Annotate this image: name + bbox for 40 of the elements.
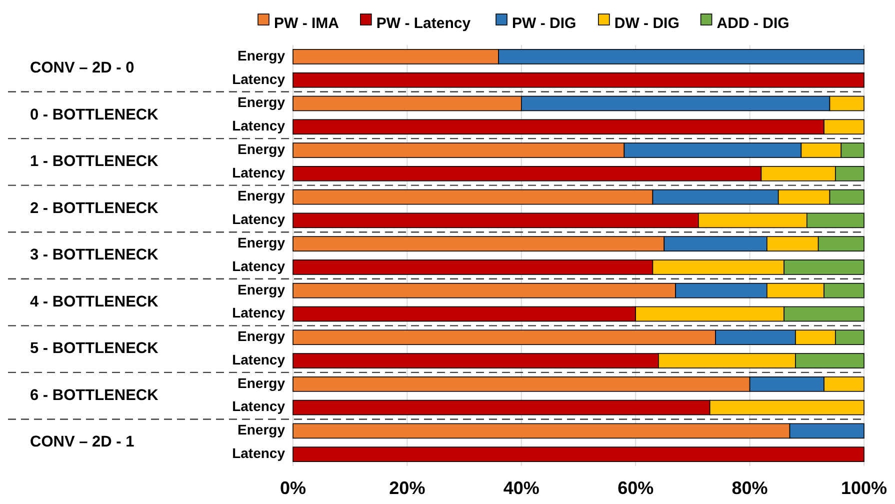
y-tick-label: Energy <box>238 94 286 110</box>
text: CONV – 2D - 1 <box>30 434 135 451</box>
y-tick-label: Energy <box>238 281 286 298</box>
legend-label: PW - IMA <box>274 14 340 32</box>
y-tick-label: Energy <box>238 188 286 204</box>
bar <box>292 446 864 462</box>
y-tick-label: Latency <box>232 258 286 274</box>
y-tick-label: Energy <box>238 140 286 157</box>
text: 5 - BOTTLENECK <box>30 340 160 358</box>
legend-label: PW - DIG <box>512 14 576 32</box>
y-tick-label: Energy <box>238 47 286 64</box>
legend-label: PW - Latency <box>376 14 472 32</box>
y-tick-label: Latency <box>232 118 286 134</box>
text: 4 - BOTTLENECK <box>30 293 160 310</box>
y-tick-label: Energy <box>238 422 286 438</box>
y-tick-label: Latency <box>232 304 286 321</box>
x-tick-label: 20% <box>389 478 426 498</box>
x-tick-label: 100% <box>840 478 888 498</box>
y-tick-label: Energy <box>238 328 286 344</box>
text: 6 - BOTTLENECK <box>30 386 160 404</box>
y-tick-label: Latency <box>232 351 286 368</box>
text: 1 - BOTTLENECK <box>30 153 160 170</box>
x-tick-label: 60% <box>618 478 654 498</box>
y-tick-label: Latency <box>232 398 286 414</box>
y-tick-label: Latency <box>232 211 286 228</box>
text: 3 - BOTTLENECK <box>30 246 160 264</box>
y-tick-label: Latency <box>232 70 286 87</box>
legend-label: ADD - DIG <box>716 14 790 32</box>
y-tick-label: Latency <box>232 445 286 462</box>
y-tick-label: Latency <box>232 164 286 180</box>
text: 2 - BOTTLENECK <box>30 200 160 217</box>
legend-label: DW - DIG <box>614 14 680 32</box>
y-tick-label: Energy <box>238 234 286 251</box>
x-tick-label: 80% <box>732 478 768 498</box>
x-tick-label: 40% <box>503 478 540 498</box>
y-tick-label: Energy <box>238 374 286 391</box>
x-tick-label: 0% <box>280 478 306 498</box>
bar <box>292 72 864 88</box>
text: 0 - BOTTLENECK <box>30 106 160 124</box>
text: CONV – 2D - 0 <box>30 59 134 76</box>
